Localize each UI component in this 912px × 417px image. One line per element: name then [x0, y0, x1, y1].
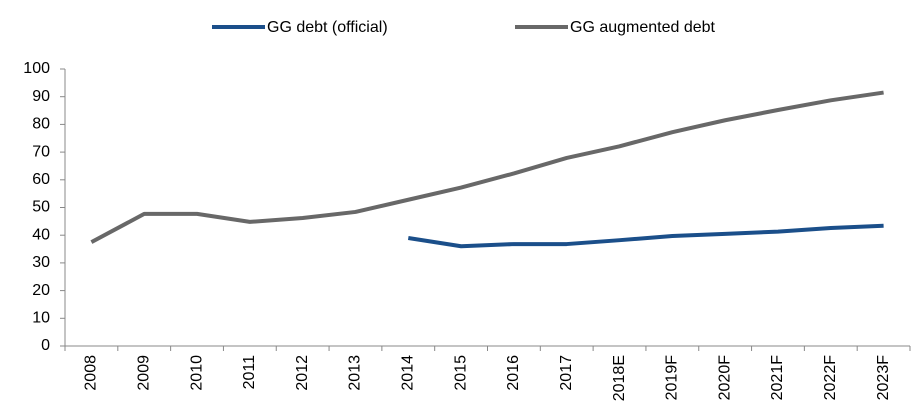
- x-tick-label: 2012: [294, 355, 311, 391]
- series-line: [90, 90, 884, 244]
- x-tick-label: 2022F: [822, 355, 839, 401]
- x-tick-label: 2020F: [716, 355, 733, 401]
- x-tick-label: 2018E: [611, 355, 628, 401]
- x-tick-label: 2014: [400, 355, 417, 391]
- x-tick-label: 2010: [188, 355, 205, 391]
- legend-label: GG augmented debt: [570, 19, 716, 36]
- legend-label: GG debt (official): [267, 19, 388, 36]
- y-tick-label: 20: [32, 282, 50, 299]
- series-line: [407, 223, 884, 249]
- x-tick-label: 2021F: [769, 355, 786, 401]
- y-tick-label: 80: [32, 116, 50, 133]
- x-tick-label: 2017: [558, 355, 575, 391]
- y-tick-label: 70: [32, 143, 50, 160]
- y-tick-label: 90: [32, 88, 50, 105]
- y-tick-label: 100: [23, 60, 50, 77]
- y-tick-label: 30: [32, 254, 50, 271]
- x-tick-label: 2013: [347, 355, 364, 391]
- y-tick-label: 40: [32, 226, 50, 243]
- x-tick-label: 2019F: [664, 355, 681, 401]
- y-tick-label: 60: [32, 171, 50, 188]
- x-tick-label: 2023F: [875, 355, 892, 401]
- y-tick-label: 50: [32, 199, 50, 216]
- x-tick-label: 2009: [135, 355, 152, 391]
- y-tick-label: 0: [41, 337, 50, 354]
- x-tick-label: 2015: [452, 355, 469, 391]
- x-tick-label: 2016: [505, 355, 522, 391]
- x-tick-label: 2008: [83, 355, 100, 391]
- x-tick-label: 2011: [241, 355, 258, 390]
- y-tick-label: 10: [32, 310, 50, 327]
